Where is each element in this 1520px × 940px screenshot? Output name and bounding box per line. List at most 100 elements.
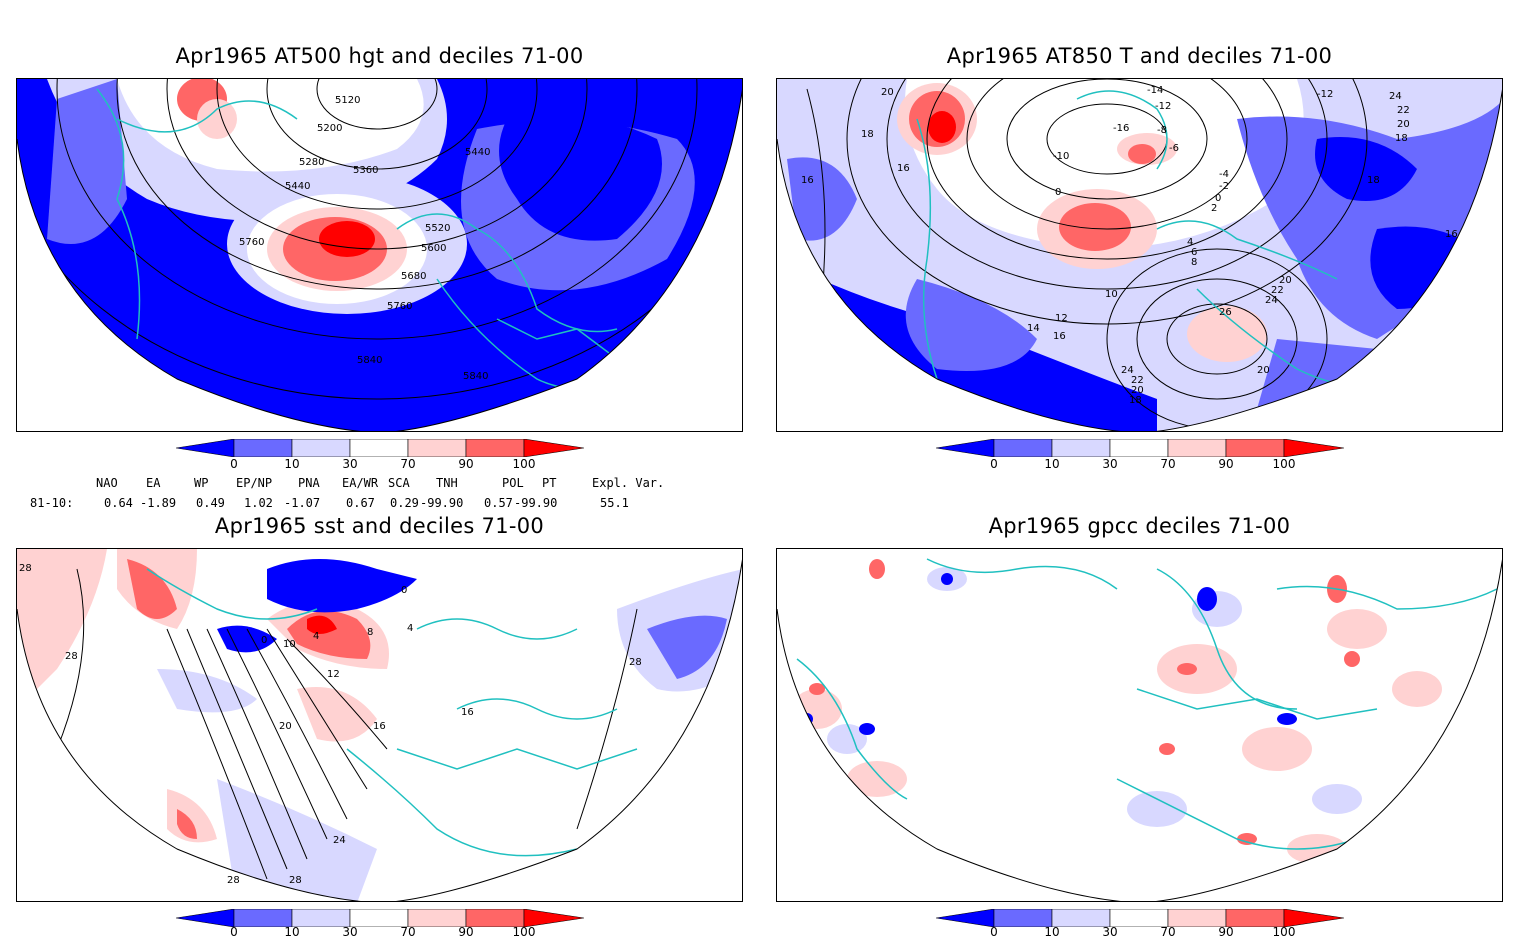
svg-text:5680: 5680	[401, 271, 426, 282]
svg-text:5760: 5760	[387, 301, 412, 312]
colorbar-top-left: 0 10 30 70 90 100	[175, 438, 585, 475]
colorbar-top-right-svg	[935, 438, 1345, 458]
colorbar-tick-100: 100	[512, 457, 536, 471]
index-header-epnp: EP/NP	[236, 476, 273, 490]
index-value-pol: 0.57	[484, 496, 513, 510]
index-value-wp: 0.49	[196, 496, 225, 510]
svg-text:5280: 5280	[299, 157, 324, 168]
svg-text:-6: -6	[1169, 143, 1179, 154]
colorbar-bottom-right-svg	[935, 908, 1345, 928]
panel-4-title: Apr1965 gpcc deciles 71-00	[988, 514, 1291, 538]
colorbar-top-left-svg	[175, 438, 585, 458]
index-value-explvar: 55.1	[600, 496, 629, 510]
svg-text:-8: -8	[1157, 125, 1167, 136]
svg-text:24: 24	[1265, 295, 1278, 306]
index-header-ea: EA	[146, 476, 161, 490]
svg-text:28: 28	[19, 563, 32, 574]
svg-text:20: 20	[1257, 365, 1270, 376]
svg-text:28: 28	[629, 657, 642, 668]
panel-1-title: Apr1965 AT500 hgt and deciles 71-00	[175, 44, 584, 68]
panel-4-map	[776, 548, 1503, 902]
svg-text:10: 10	[1105, 289, 1118, 300]
colorbar-bottom-right: 0 10 30 70 90 100	[935, 908, 1345, 940]
svg-text:-2: -2	[1219, 181, 1229, 192]
svg-text:26: 26	[1219, 307, 1232, 318]
svg-text:5840: 5840	[357, 355, 382, 366]
svg-text:12: 12	[1055, 313, 1068, 324]
svg-text:4: 4	[313, 631, 319, 642]
index-value-ea: -1.89	[140, 496, 177, 510]
svg-text:28: 28	[65, 651, 78, 662]
index-header-pt: PT	[542, 476, 557, 490]
svg-text:5840: 5840	[463, 371, 488, 382]
index-header-sca: SCA	[388, 476, 410, 490]
colorbar-tick-10: 10	[1044, 925, 1060, 939]
colorbar-tick-90: 90	[1218, 457, 1234, 471]
panel-3-map: 28 28 0 10 4 8 12 16 20 24 28 28 16 0 4 …	[16, 548, 743, 902]
hgt-contour-labels: 5120 5200 5280 5360 5440 5440 5520 5600 …	[239, 95, 490, 382]
colorbar-tick-30: 30	[1102, 457, 1118, 471]
panel-2-map: 20 18 16 16 -14 -12 -16 -10 -8 -6 0 -4 -…	[776, 78, 1503, 432]
colorbar-tick-30: 30	[342, 457, 358, 471]
svg-text:-12: -12	[1317, 89, 1333, 100]
colorbar-tick-70: 70	[400, 925, 416, 939]
index-header-wp: WP	[194, 476, 209, 490]
svg-text:18: 18	[1129, 395, 1142, 406]
svg-text:-12: -12	[1155, 101, 1171, 112]
svg-text:-10: -10	[1053, 151, 1069, 162]
colorbar-tick-10: 10	[1044, 457, 1060, 471]
svg-text:12: 12	[327, 669, 340, 680]
svg-text:14: 14	[1027, 323, 1040, 334]
index-value-nao: 0.64	[104, 496, 133, 510]
svg-text:5520: 5520	[425, 223, 450, 234]
gpcc-map-svg	[777, 549, 1502, 901]
svg-text:0: 0	[1055, 187, 1061, 198]
teleconnection-indices: NAO EA WP EP/NP PNA EA/WR SCA TNH POL PT…	[0, 476, 760, 512]
colorbar-tick-90: 90	[1218, 925, 1234, 939]
t850-contour-labels: 20 18 16 16 -14 -12 -16 -10 -8 -6 0 -4 -…	[801, 85, 1458, 406]
index-header-pna: PNA	[298, 476, 320, 490]
svg-text:8: 8	[367, 627, 373, 638]
svg-text:18: 18	[1367, 175, 1380, 186]
colorbar-tick-0: 0	[230, 925, 238, 939]
svg-text:24: 24	[1389, 91, 1402, 102]
svg-text:-14: -14	[1147, 85, 1163, 96]
panel-1-map: 5120 5200 5280 5360 5440 5440 5520 5600 …	[16, 78, 743, 432]
hgt-map-svg: 5120 5200 5280 5360 5440 5440 5520 5600 …	[17, 79, 742, 431]
index-header-pol: POL	[502, 476, 524, 490]
svg-text:5200: 5200	[317, 123, 342, 134]
svg-text:0: 0	[1215, 193, 1221, 204]
svg-text:18: 18	[861, 129, 874, 140]
svg-text:16: 16	[373, 721, 386, 732]
index-value-pna: -1.07	[284, 496, 321, 510]
index-value-tnh: -99.90	[420, 496, 464, 510]
svg-text:0: 0	[401, 585, 407, 596]
svg-text:5760: 5760	[239, 237, 264, 248]
panel-3-title: Apr1965 sst and deciles 71-00	[214, 514, 545, 538]
index-row-label: 81-10:	[30, 496, 74, 510]
svg-text:4: 4	[407, 623, 413, 634]
index-header-tnh: TNH	[436, 476, 458, 490]
svg-text:20: 20	[1397, 119, 1410, 130]
colorbar-tick-30: 30	[1102, 925, 1118, 939]
index-value-epnp: 1.02	[244, 496, 273, 510]
colorbar-top-right: 0 10 30 70 90 100	[935, 438, 1345, 475]
colorbar-tick-90: 90	[458, 457, 474, 471]
svg-text:2: 2	[1211, 203, 1217, 214]
svg-text:5120: 5120	[335, 95, 360, 106]
svg-text:22: 22	[1131, 375, 1144, 386]
svg-text:22: 22	[1271, 285, 1284, 296]
svg-text:5600: 5600	[421, 243, 446, 254]
svg-text:18: 18	[1395, 133, 1408, 144]
svg-text:20: 20	[1131, 385, 1144, 396]
svg-text:10: 10	[283, 639, 296, 650]
colorbar-tick-100: 100	[1272, 457, 1296, 471]
svg-text:24: 24	[333, 835, 346, 846]
colorbar-tick-0: 0	[990, 925, 998, 939]
svg-text:24: 24	[1121, 365, 1134, 376]
index-value-eawr: 0.67	[346, 496, 375, 510]
svg-text:0: 0	[261, 635, 267, 646]
svg-text:-4: -4	[1219, 169, 1229, 180]
index-header-eawr: EA/WR	[342, 476, 379, 490]
colorbar-tick-10: 10	[284, 457, 300, 471]
